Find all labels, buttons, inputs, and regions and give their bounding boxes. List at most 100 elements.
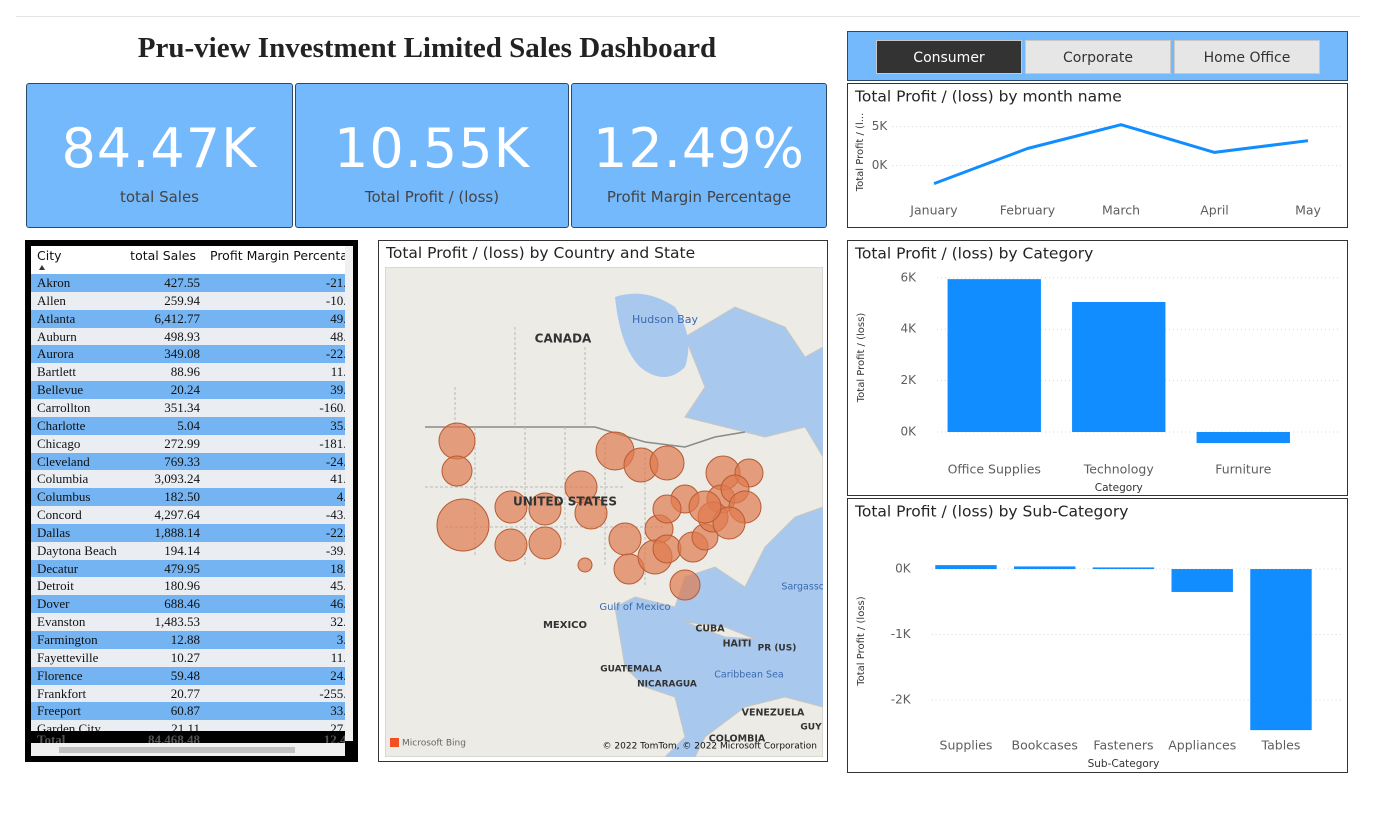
- y-tick-label: 4K: [900, 322, 917, 336]
- table-row: Akron 427.55 -21.9: [31, 274, 345, 292]
- table-row: Bellevue 20.24 39.0: [31, 381, 345, 400]
- table-cell: 60.87: [170, 703, 200, 719]
- x-tick-label: Supplies: [940, 738, 993, 753]
- y-tick-label: -1K: [891, 627, 912, 641]
- map[interactable]: CANADA Hudson Bay UNITED STATES Gulf of Mex…: [385, 267, 823, 757]
- hudson-bay: [615, 293, 689, 377]
- map-bubble: [574, 496, 608, 530]
- us-border: [425, 426, 746, 448]
- table-cell: 4.4: [336, 489, 345, 505]
- map-bubble: [688, 490, 722, 524]
- slicer-option[interactable]: Corporate: [1025, 40, 1171, 74]
- y-tick-label: 0K: [872, 158, 889, 172]
- table-cell: 18.7: [330, 560, 345, 576]
- bar: [947, 279, 1041, 433]
- table-cell: 1,483.53: [154, 614, 201, 630]
- map-bubble: [652, 494, 682, 524]
- table-cell: Charlotte: [37, 417, 86, 433]
- table-cell: 5.04: [177, 417, 200, 433]
- table-cell: 4,297.64: [154, 507, 201, 523]
- bar: [1092, 567, 1155, 570]
- y-tick-label: 0K: [895, 562, 912, 576]
- map-label: CUBA: [695, 624, 725, 635]
- map-label: Caribbean Sea: [714, 670, 783, 681]
- table-cell: 11.2: [330, 649, 345, 665]
- x-axis-title: Category: [1095, 482, 1143, 494]
- map-label: GUY: [800, 723, 822, 733]
- table-cell: -160.3: [319, 399, 345, 415]
- table-cell: -22.6: [325, 346, 345, 362]
- dashboard-title: Pru-view Investment Limited Sales Dashbo…: [137, 32, 717, 64]
- table-cell: Columbia: [37, 471, 89, 487]
- table-cell: 33.4: [330, 703, 345, 719]
- table-cell: Bartlett: [37, 364, 76, 380]
- table-row: Dallas 1,888.14 -22.8: [31, 523, 345, 542]
- table-cell: Fayetteville: [37, 649, 99, 665]
- x-tick-label: February: [1000, 203, 1056, 218]
- table-cell: Freeport: [37, 703, 82, 719]
- kpi-label: total Sales: [120, 188, 199, 206]
- slicer-option[interactable]: Consumer: [876, 40, 1022, 74]
- map-label: Gulf of Mexico: [599, 602, 670, 613]
- table-cell: 272.99: [164, 435, 200, 451]
- x-tick-label: January: [909, 203, 958, 218]
- map-bubble: [528, 526, 562, 560]
- table-cell: Atlanta: [37, 310, 76, 326]
- table-cell: 20.77: [170, 685, 200, 701]
- column-header[interactable]: Profit Margin Percentage: [210, 248, 345, 263]
- table-row: Cleveland 769.33 -24.6: [31, 452, 345, 471]
- kpi-label: Total Profit / (loss): [364, 188, 500, 206]
- table-row: Concord 4,297.64 -43.3: [31, 506, 345, 525]
- table-row: Evanston 1,483.53 32.4: [31, 613, 345, 632]
- table-row: Florence 59.48 24.8: [31, 666, 345, 685]
- table-row: Charlotte 5.04 35.0: [31, 416, 345, 435]
- x-tick-label: Office Supplies: [948, 462, 1041, 477]
- bar: [1014, 566, 1076, 570]
- table-cell: 39.0: [330, 382, 345, 398]
- kpi-value: 84.47K: [61, 117, 258, 180]
- map-label: COLOMBIA: [709, 734, 766, 745]
- table-row: Fayetteville 10.27 11.2: [31, 648, 345, 667]
- vertical-scrollbar[interactable]: [345, 246, 353, 741]
- map-label: PR (US): [758, 644, 797, 654]
- map-label: Hudson Bay: [632, 313, 698, 326]
- map-label: MEXICO: [543, 620, 587, 631]
- slicer-option[interactable]: Home Office: [1174, 40, 1320, 74]
- table-row: Dover 688.46 46.9: [31, 595, 345, 614]
- table-cell: 6,412.77: [154, 310, 201, 326]
- table-row: Carrollton 351.34 -160.3: [31, 398, 345, 417]
- map-bubble: [528, 492, 562, 526]
- table-cell: 349.08: [164, 346, 200, 362]
- table-cell: Columbus: [37, 489, 91, 505]
- table-cell: -22.8: [325, 524, 345, 540]
- bar: [1072, 302, 1166, 433]
- kpi-value: 12.49%: [593, 117, 805, 180]
- bar: [935, 565, 997, 570]
- map-title: Total Profit / (loss) by Country and Sta…: [386, 244, 696, 262]
- table-cell: 35.0: [330, 417, 345, 433]
- table-cell: 12.88: [170, 632, 200, 647]
- scroll-thumb[interactable]: [59, 747, 295, 753]
- table-cell: Daytona Beach: [37, 542, 117, 558]
- table-cell: 427.55: [164, 275, 200, 290]
- table-row: Decatur 479.95 18.7: [31, 559, 345, 578]
- table-cell: Allen: [37, 292, 66, 308]
- table-cell: -39.2: [325, 542, 345, 558]
- chart-panel: Total Profit / (loss) by month name Total…: [847, 83, 1348, 228]
- table-cell: Dallas: [37, 524, 71, 540]
- table-cell: 24.8: [330, 667, 345, 683]
- table-cell: -24.6: [325, 453, 345, 469]
- column-header[interactable]: City: [37, 248, 62, 263]
- chart-panel: Total Profit / (loss) by Category Total P…: [847, 240, 1348, 496]
- chart-title: Total Profit / (loss) by month name: [854, 88, 1122, 106]
- table-cell: 41.5: [330, 471, 345, 487]
- table-row: Frankfort 20.77 -255.0: [31, 684, 345, 703]
- table-cell: 769.33: [164, 453, 200, 469]
- table-cell: Auburn: [37, 328, 77, 344]
- table-cell: Dover: [37, 596, 70, 612]
- column-header[interactable]: total Sales: [130, 248, 196, 263]
- y-tick-label: 5K: [872, 119, 889, 133]
- table-cell: 688.46: [164, 596, 200, 612]
- map-bubble: [441, 455, 473, 487]
